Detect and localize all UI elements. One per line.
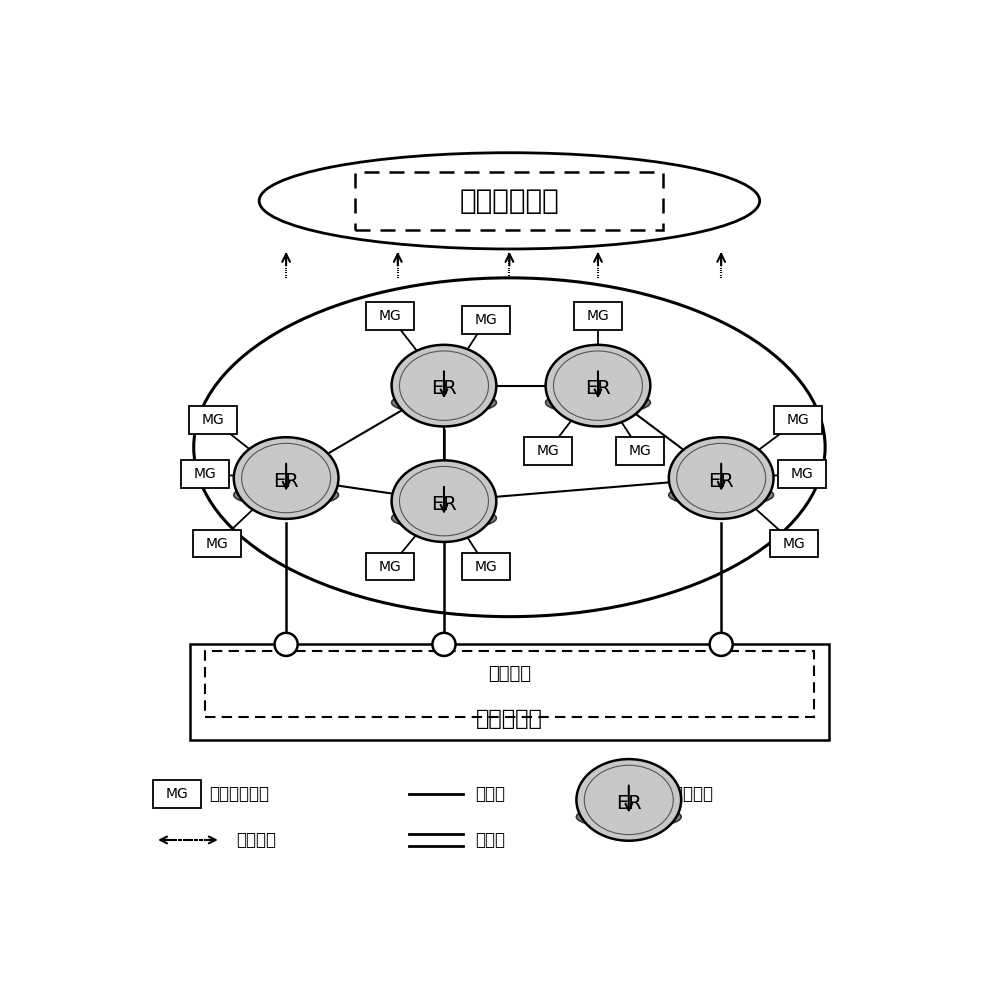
Text: ER: ER xyxy=(431,379,457,398)
Text: ER: ER xyxy=(616,794,642,813)
Bar xyxy=(770,530,818,557)
Text: MG: MG xyxy=(629,444,652,458)
Bar xyxy=(366,302,414,330)
Text: MG: MG xyxy=(586,309,609,323)
Text: ER: ER xyxy=(273,472,299,491)
Text: 控制信息: 控制信息 xyxy=(237,831,276,849)
Text: 能源路由器: 能源路由器 xyxy=(663,785,714,803)
Bar xyxy=(616,437,664,465)
Bar xyxy=(778,460,826,488)
Bar xyxy=(190,644,829,740)
Ellipse shape xyxy=(546,345,650,426)
Text: ER: ER xyxy=(709,472,734,491)
Ellipse shape xyxy=(234,437,339,519)
Text: 配网接口: 配网接口 xyxy=(488,665,531,683)
Bar xyxy=(524,437,572,465)
Text: MG: MG xyxy=(787,413,809,427)
FancyBboxPatch shape xyxy=(356,172,663,230)
Text: MG: MG xyxy=(783,536,806,550)
Text: MG: MG xyxy=(379,560,402,574)
Text: MG: MG xyxy=(537,444,560,458)
Bar xyxy=(182,460,230,488)
Bar xyxy=(153,780,201,808)
Ellipse shape xyxy=(392,391,496,414)
Text: MG: MG xyxy=(379,309,402,323)
Text: 多能流: 多能流 xyxy=(475,831,505,849)
Text: MG: MG xyxy=(790,467,813,481)
Text: ER: ER xyxy=(585,379,611,398)
Ellipse shape xyxy=(669,437,773,519)
Bar xyxy=(462,553,510,580)
Text: MG: MG xyxy=(165,787,188,801)
Ellipse shape xyxy=(234,484,339,506)
Circle shape xyxy=(710,633,733,656)
Text: 智能控制中心: 智能控制中心 xyxy=(459,187,560,215)
Bar xyxy=(462,306,510,334)
Text: MG: MG xyxy=(475,313,498,327)
Text: 综合能源微网: 综合能源微网 xyxy=(209,785,269,803)
Bar xyxy=(193,530,241,557)
Ellipse shape xyxy=(546,391,650,414)
Circle shape xyxy=(274,633,297,656)
Text: ER: ER xyxy=(431,495,457,514)
Ellipse shape xyxy=(392,345,496,426)
Bar xyxy=(575,302,622,330)
Text: 电能流: 电能流 xyxy=(475,785,505,803)
Bar xyxy=(366,553,414,580)
Bar xyxy=(189,406,237,434)
Ellipse shape xyxy=(577,805,681,828)
Ellipse shape xyxy=(577,759,681,841)
Ellipse shape xyxy=(669,484,773,506)
Circle shape xyxy=(432,633,455,656)
Ellipse shape xyxy=(392,460,496,542)
Ellipse shape xyxy=(392,507,496,530)
Text: MG: MG xyxy=(475,560,498,574)
Text: MG: MG xyxy=(202,413,225,427)
Bar xyxy=(206,651,813,717)
Text: MG: MG xyxy=(206,536,229,550)
Text: MG: MG xyxy=(194,467,217,481)
Text: 主动配电网: 主动配电网 xyxy=(476,709,543,729)
Bar xyxy=(774,406,822,434)
